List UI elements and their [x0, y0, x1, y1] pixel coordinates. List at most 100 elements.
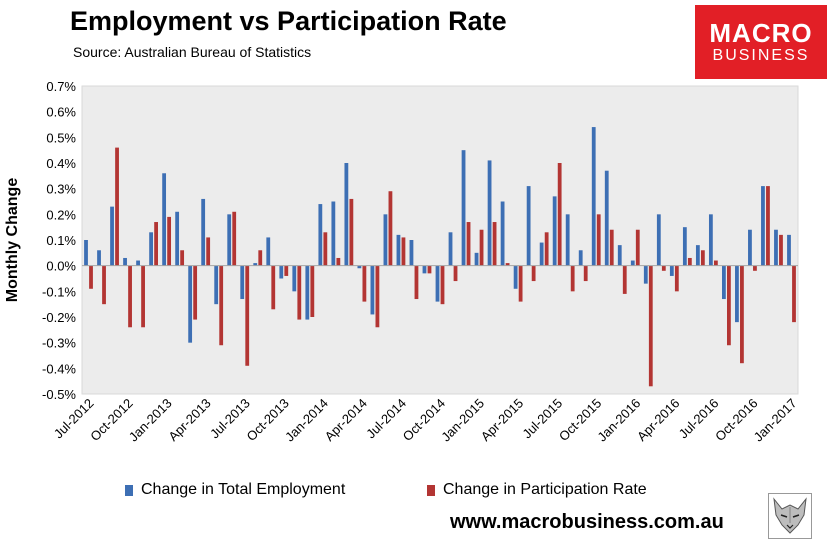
participation-bar — [427, 265, 432, 274]
participation-bar — [609, 229, 614, 266]
participation-bar — [297, 265, 302, 320]
participation-bar — [102, 265, 106, 305]
employment-bar — [110, 206, 114, 266]
y-tick-label: 0.3% — [46, 182, 76, 197]
employment-bar — [787, 234, 791, 266]
participation-bar — [323, 232, 328, 266]
y-tick-label: 0.7% — [46, 79, 76, 94]
participation-bar — [557, 163, 562, 266]
employment-bar — [136, 260, 140, 266]
employment-bar — [422, 265, 427, 274]
participation-bar — [310, 265, 315, 317]
participation-bar — [518, 265, 523, 302]
participation-bar — [401, 237, 406, 266]
participation-bar — [284, 265, 289, 276]
employment-bar — [500, 201, 505, 266]
employment-bar — [188, 265, 193, 343]
employment-bar — [240, 265, 245, 300]
wolf-icon — [768, 493, 812, 539]
footer-url: www.macrobusiness.com.au — [450, 511, 724, 533]
y-tick-label: 0.5% — [46, 130, 76, 145]
logo-line-1: MACRO — [709, 18, 813, 48]
employment-bar — [774, 229, 778, 266]
participation-bar — [258, 250, 263, 266]
participation-bar — [740, 265, 744, 364]
employment-bar — [669, 265, 674, 276]
employment-bar — [735, 265, 739, 323]
y-tick-label: 0.0% — [46, 259, 76, 274]
participation-bar — [388, 191, 393, 266]
y-tick-label: 0.1% — [46, 233, 76, 248]
employment-bar — [461, 150, 466, 266]
y-tick-label: 0.4% — [46, 156, 76, 171]
x-tick-label: Jan-2014 — [282, 396, 331, 445]
employment-bar — [748, 229, 752, 266]
participation-bar — [154, 222, 158, 266]
employment-bar — [513, 265, 518, 289]
employment-bar — [357, 265, 362, 269]
employment-bar — [97, 250, 101, 266]
employment-bar — [227, 214, 232, 266]
y-tick-label: -0.5% — [42, 387, 76, 402]
employment-bar — [552, 196, 557, 266]
participation-bar — [531, 265, 536, 282]
employment-bar — [253, 263, 258, 266]
employment-bar — [266, 237, 271, 266]
participation-bar — [583, 265, 588, 282]
legend-item-participation: Change in Participation Rate — [427, 481, 647, 499]
participation-bar — [219, 265, 224, 346]
x-tick-label: Apr-2014 — [322, 396, 370, 444]
participation-bar — [661, 265, 666, 271]
x-tick-label: Jan-2016 — [594, 396, 643, 445]
employment-bar — [279, 265, 284, 279]
employment-bar — [396, 234, 401, 266]
y-tick-label: -0.4% — [42, 361, 76, 376]
employment-bar — [539, 242, 544, 266]
employment-bar — [344, 163, 349, 266]
employment-bar — [617, 245, 622, 266]
participation-bar — [544, 232, 549, 266]
participation-bar — [180, 250, 185, 266]
legend-label-employment: Change in Total Employment — [141, 481, 346, 498]
employment-bar — [331, 201, 336, 266]
y-tick-label: 0.6% — [46, 105, 76, 120]
participation-bar — [115, 147, 119, 266]
employment-bar — [292, 265, 297, 292]
employment-bar — [383, 214, 388, 266]
x-tick-label: Apr-2016 — [634, 396, 682, 444]
y-tick-label: -0.1% — [42, 284, 76, 299]
employment-bar — [578, 250, 583, 266]
participation-bar — [648, 265, 653, 387]
legend-swatch-employment — [125, 484, 133, 496]
participation-bar — [336, 257, 341, 266]
participation-bar — [193, 265, 198, 320]
participation-bar — [453, 265, 458, 282]
employment-bar — [175, 211, 180, 266]
employment-bar — [474, 252, 479, 266]
participation-bar — [206, 237, 211, 266]
participation-bar — [232, 211, 237, 266]
y-tick-label: -0.2% — [42, 310, 76, 325]
participation-bar — [271, 265, 276, 310]
employment-bar — [370, 265, 375, 315]
participation-bar — [622, 265, 627, 294]
legend-label-participation: Change in Participation Rate — [443, 481, 647, 498]
participation-bar — [375, 265, 380, 328]
logo-line-2: BUSINESS — [712, 47, 810, 64]
employment-bar — [695, 245, 700, 266]
employment-bar — [409, 240, 414, 266]
participation-bar — [753, 265, 757, 271]
chart-title: Employment vs Participation Rate — [70, 6, 507, 36]
chart-subtitle: Source: Australian Bureau of Statistics — [73, 44, 312, 60]
participation-bar — [570, 265, 575, 292]
employment-bar — [162, 173, 167, 266]
employment-bar — [591, 127, 596, 266]
x-tick-label: Jan-2017 — [751, 396, 800, 445]
employment-bar — [214, 265, 219, 305]
participation-bar — [596, 214, 601, 266]
employment-bar — [448, 232, 453, 266]
employment-bar — [435, 265, 440, 302]
employment-bar — [656, 214, 661, 266]
employment-bar — [201, 198, 206, 266]
employment-bar — [318, 204, 323, 266]
